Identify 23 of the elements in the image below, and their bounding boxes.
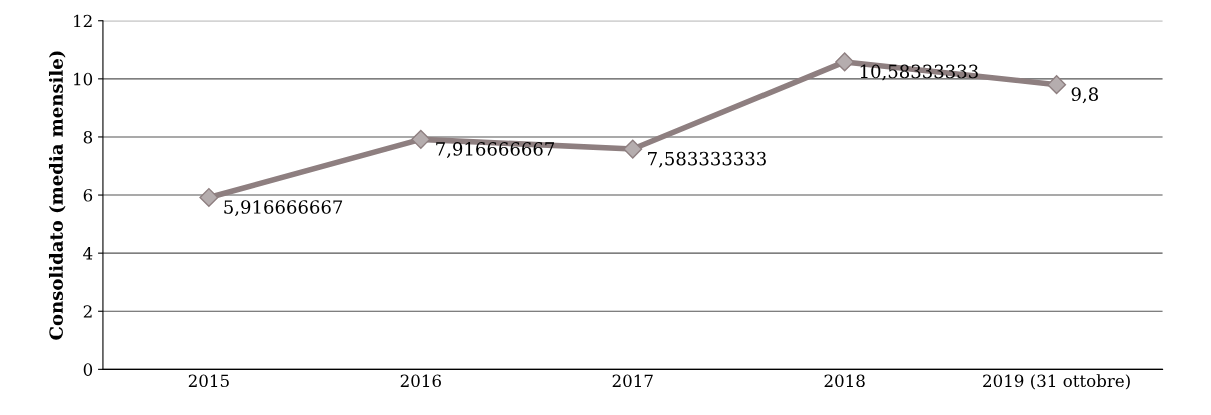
y-tick-label: 8 [83,130,93,144]
y-tick-label: 12 [74,14,92,28]
y-tick-label: 10 [74,72,93,86]
point [199,187,219,208]
point [1047,75,1067,95]
data-label: 7,583333333 [648,151,766,168]
y-tick-label: 4 [83,247,93,260]
x-tick-label: 2018 [824,374,865,388]
data-label: 10,58333333 [860,64,978,81]
y-tick-label: 6 [83,189,93,202]
data-label: 7,916666667 [436,142,555,158]
y-axis-title: Consolidato (media mensile) [48,51,66,340]
point [623,139,643,159]
point [835,52,855,72]
data-label: 5,916666667 [224,200,343,217]
x-tick-label: 2016 [400,374,441,388]
point [411,129,431,149]
x-tick-label: 2019 (31 ottobre) [983,374,1130,390]
data-label: 9,8 [1071,87,1098,104]
x-tick-label: 2015 [188,374,229,388]
y-tick-label: 0 [83,363,93,376]
x-tick-label: 2017 [612,374,653,388]
y-tick-label: 2 [83,305,92,318]
